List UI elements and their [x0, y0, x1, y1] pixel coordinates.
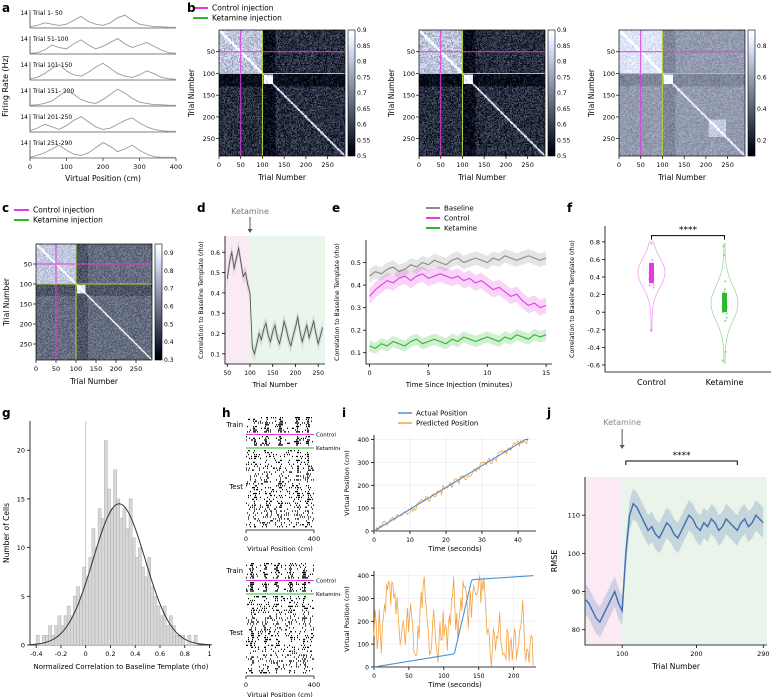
panel-b-chart: [185, 0, 781, 200]
panel-i-chart: [340, 405, 545, 697]
panel-a-label: a: [2, 1, 11, 15]
panel-c: c: [0, 200, 195, 405]
panel-h-chart: [220, 405, 340, 697]
panel-h-label: h: [222, 406, 231, 420]
panel-j-chart: [545, 405, 781, 697]
panel-a-chart: [0, 0, 185, 200]
panel-b: b: [185, 0, 781, 200]
panel-d-chart: [195, 200, 330, 405]
panel-f: f: [565, 200, 781, 405]
panel-i: i: [340, 405, 545, 697]
panel-c-label: c: [2, 201, 10, 215]
panel-e: e: [330, 200, 565, 405]
panel-d-label: d: [197, 201, 206, 215]
panel-j: j: [545, 405, 781, 697]
panel-d: d: [195, 200, 330, 405]
panel-e-label: e: [332, 201, 341, 215]
panel-b-label: b: [187, 1, 196, 15]
panel-i-label: i: [342, 406, 347, 420]
panel-f-chart: [565, 200, 781, 405]
panel-f-label: f: [567, 201, 573, 215]
panel-h: h: [220, 405, 340, 697]
panel-j-label: j: [547, 406, 552, 420]
panel-g-chart: [0, 405, 220, 697]
panel-g-label: g: [2, 406, 11, 420]
panel-c-chart: [0, 200, 195, 405]
panel-g: g: [0, 405, 220, 697]
panel-a: a: [0, 0, 185, 200]
panel-e-chart: [330, 200, 565, 405]
